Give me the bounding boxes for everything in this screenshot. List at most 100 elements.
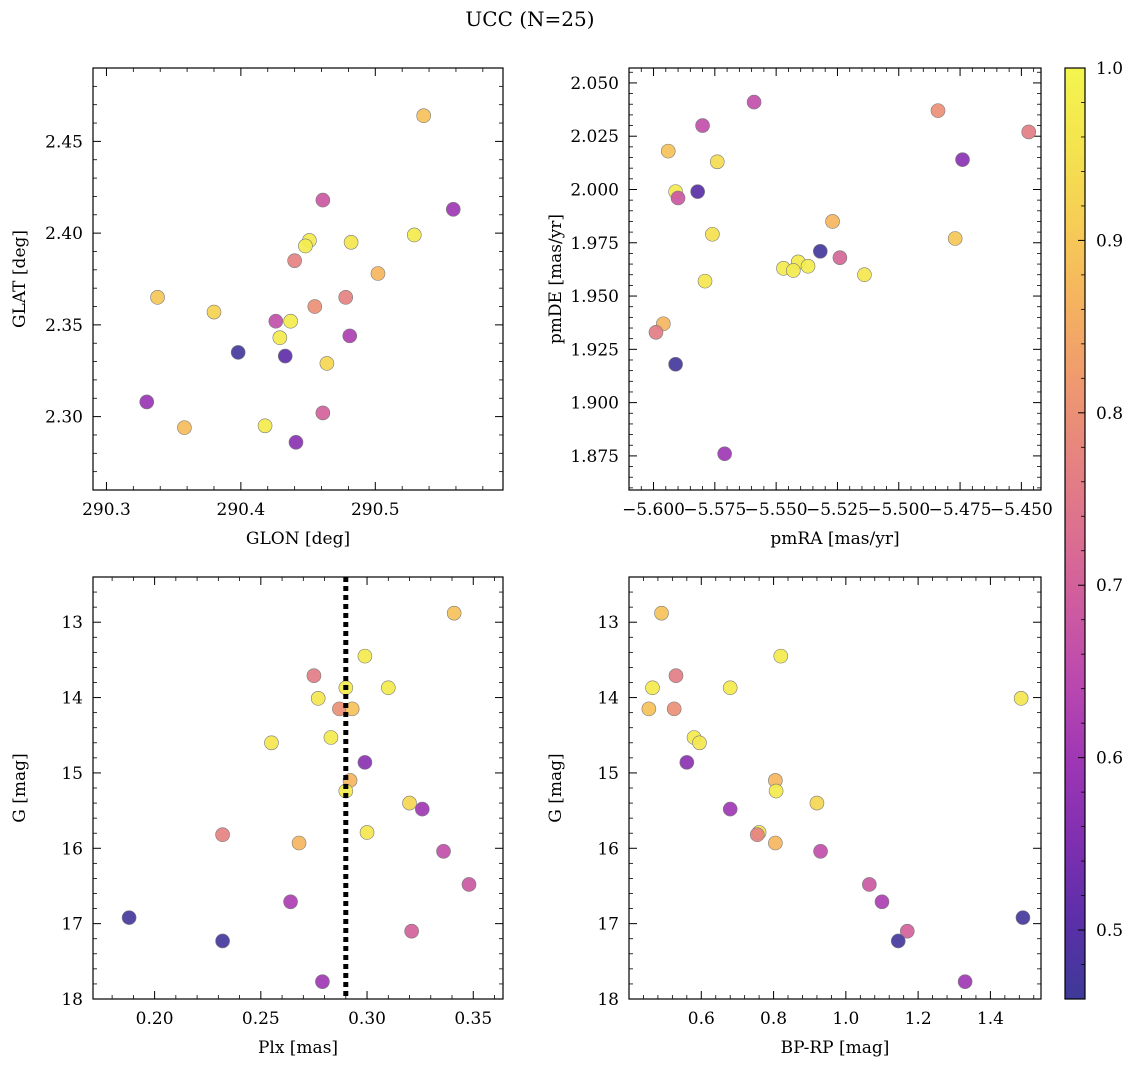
axes-frame (628, 67, 1042, 491)
figure-title: UCC (N=25) (465, 7, 594, 31)
y-tick-label: 15 (597, 764, 619, 784)
scatter-point (695, 118, 710, 133)
scatter-point (722, 680, 738, 696)
scatter-point (666, 701, 682, 717)
scatter-point (288, 434, 304, 450)
scatter-point (277, 348, 293, 364)
scatter-point (690, 184, 705, 199)
scatter-point (930, 103, 946, 118)
y-tick-label: 13 (61, 613, 83, 633)
scatter-point (406, 227, 422, 243)
y-tick-label: 16 (597, 839, 619, 859)
y-axis-label: G [mag] (10, 753, 30, 822)
scatter-point (773, 648, 789, 664)
y-tick-label: 15 (61, 764, 83, 784)
scatter-point (746, 94, 762, 110)
scatter-point (359, 825, 375, 840)
scatter-point (800, 258, 816, 274)
x-tick-label: 0.35 (454, 1009, 492, 1029)
x-tick-label: 0.20 (136, 1009, 174, 1029)
scatter-point (668, 356, 683, 372)
scatter-point (150, 290, 165, 305)
scatter-panel-top-left: 290.3 290.4 290.5 2.30 2.35 2.40 2.45 GLON [deg… (10, 67, 504, 549)
scatter-point (768, 783, 784, 799)
scatter-point (264, 735, 279, 751)
x-axis-label: pmRA [mas/yr] (770, 529, 899, 549)
scatter-point (957, 974, 973, 989)
scatter-panel-bottom-right: 0.6 0.8 1.0 1.2 1.4 13 14 15 16 17 18 BP-RP [mag] G … (546, 576, 1042, 1058)
scatter-point (832, 250, 848, 265)
scatter-point (139, 394, 155, 410)
scatter-point (380, 680, 396, 696)
scatter-point (812, 243, 828, 259)
scatter-point (414, 801, 430, 817)
scatter-point (323, 730, 339, 745)
scatter-point (268, 313, 284, 329)
x-tick-label: 0.25 (242, 1009, 280, 1029)
scatter-point (402, 795, 417, 811)
scatter-point (813, 843, 828, 859)
scatter-point (343, 235, 359, 250)
y-tick-label: 2.000 (570, 180, 619, 200)
scatter-point (206, 304, 222, 320)
y-tick-label: 18 (61, 990, 83, 1010)
colorbar-tick-label: 0.9 (1096, 231, 1123, 251)
scatter-point (257, 418, 273, 434)
x-tick-label: −5.575 (683, 500, 746, 520)
scatter-point (709, 154, 725, 170)
scatter-point (445, 201, 461, 217)
y-tick-label: 2.35 (45, 316, 83, 336)
scatter-point (177, 420, 192, 435)
y-tick-label: 1.950 (570, 287, 619, 307)
scatter-point (315, 192, 331, 208)
colorbar-tick-label: 1.0 (1096, 59, 1123, 79)
scatter-point (298, 238, 313, 254)
scatter-point (436, 843, 451, 859)
scatter-point (272, 330, 288, 346)
scatter-panel-bottom-left: 0.20 0.25 0.30 0.35 13 14 15 16 17 18 Plx [mas] G [… (10, 576, 504, 1058)
scatter-point (310, 691, 326, 706)
x-axis-label: Plx [mas] (258, 1038, 338, 1058)
scatter-point (786, 263, 801, 278)
scatter-point (283, 313, 298, 329)
x-axis-label: BP-RP [mag] (781, 1038, 890, 1058)
y-tick-label: 17 (597, 915, 619, 935)
scatter-point (306, 668, 322, 684)
y-tick-label: 13 (597, 613, 619, 633)
x-tick-label: −5.475 (929, 500, 992, 520)
scatter-point (947, 231, 963, 246)
y-tick-label: 2.050 (570, 74, 619, 94)
x-tick-label: −5.600 (622, 500, 685, 520)
scatter-point (307, 299, 323, 314)
y-tick-label: 2.025 (570, 127, 619, 147)
x-tick-label: 1.0 (832, 1009, 859, 1029)
scatter-point (230, 345, 246, 360)
scatter-point (338, 290, 354, 305)
scatter-point (654, 605, 669, 621)
scatter-point (287, 253, 302, 268)
x-tick-label: −5.500 (867, 500, 930, 520)
scatter-point (1021, 124, 1037, 140)
y-tick-label: 14 (597, 689, 619, 709)
colorbar: 0.5 0.6 0.7 0.8 0.9 1.0 (1064, 59, 1123, 1000)
x-tick-label: 290.4 (217, 500, 266, 520)
colorbar-gradient (1065, 68, 1085, 999)
scatter-point (461, 877, 477, 892)
y-tick-label: 2.30 (45, 408, 83, 428)
y-tick-label: 14 (61, 689, 83, 709)
x-tick-label: 0.6 (688, 1009, 715, 1029)
scatter-point (357, 648, 373, 664)
y-tick-label: 16 (61, 839, 83, 859)
y-tick-label: 1.875 (570, 447, 619, 467)
y-tick-label: 1.900 (570, 394, 619, 414)
scatter-point (215, 933, 230, 949)
y-tick-label: 1.975 (570, 234, 619, 254)
y-tick-label: 2.40 (45, 224, 83, 244)
scatter-point (645, 680, 660, 696)
scatter-point (768, 835, 783, 851)
scatter-point (692, 735, 707, 751)
scatter-point (315, 405, 331, 421)
y-axis-label: pmDE [mas/yr] (546, 214, 566, 344)
scatter-point (717, 446, 732, 462)
